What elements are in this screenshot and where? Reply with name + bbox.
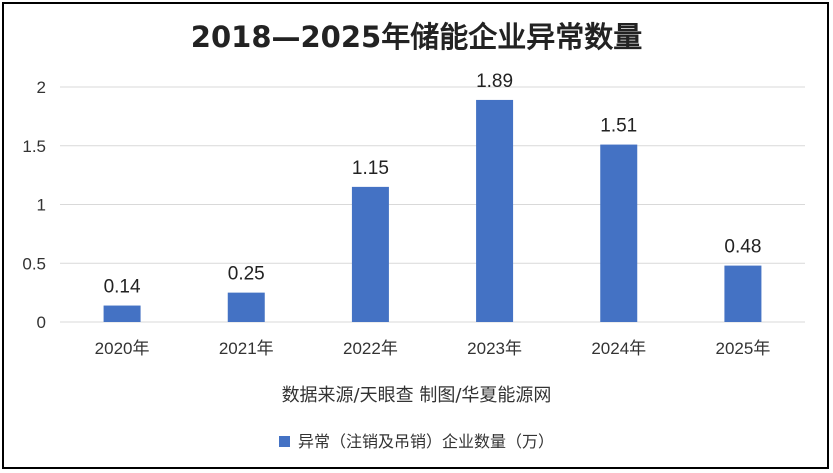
y-tick-label: 0.5 (22, 254, 46, 273)
data-labels: 0.14 0.25 1.15 1.89 1.51 0.48 (104, 71, 762, 298)
x-tick-label: 2021年 (219, 339, 274, 358)
y-axis-ticks: 0 0.5 1 1.5 2 (22, 78, 46, 332)
x-tick-label: 2025年 (716, 339, 771, 358)
bars (103, 99, 762, 322)
bar (103, 305, 141, 322)
bar (351, 186, 389, 322)
bar (724, 265, 762, 322)
bar (227, 292, 265, 322)
gridlines (60, 86, 805, 323)
legend-swatch (278, 436, 290, 447)
x-tick-label: 2023年 (467, 339, 522, 358)
x-tick-label: 2020年 (95, 339, 150, 358)
y-tick-label: 1 (37, 196, 46, 215)
x-tick-label: 2024年 (591, 339, 646, 358)
y-tick-label: 0 (37, 313, 46, 332)
chart-title: 2018—2025年储能企业异常数量 (190, 20, 643, 54)
x-axis-ticks: 2020年 2021年 2022年 2023年 2024年 2025年 (95, 339, 771, 358)
data-label: 1.15 (352, 158, 389, 179)
y-tick-label: 2 (37, 78, 46, 97)
data-label: 0.25 (228, 264, 265, 285)
data-label: 1.51 (600, 116, 637, 137)
x-tick-label: 2022年 (343, 339, 398, 358)
bar (600, 144, 638, 322)
data-label: 0.48 (724, 237, 761, 258)
bar (476, 99, 514, 322)
legend-label: 异常（注销及吊销）企业数量（万） (297, 432, 554, 451)
source-note: 数据来源/天眼查 制图/华夏能源网 (281, 385, 552, 406)
data-label: 1.89 (476, 71, 513, 92)
data-label: 0.14 (104, 277, 141, 298)
y-tick-label: 1.5 (22, 137, 46, 156)
legend: 异常（注销及吊销）企业数量（万） (0, 428, 833, 452)
